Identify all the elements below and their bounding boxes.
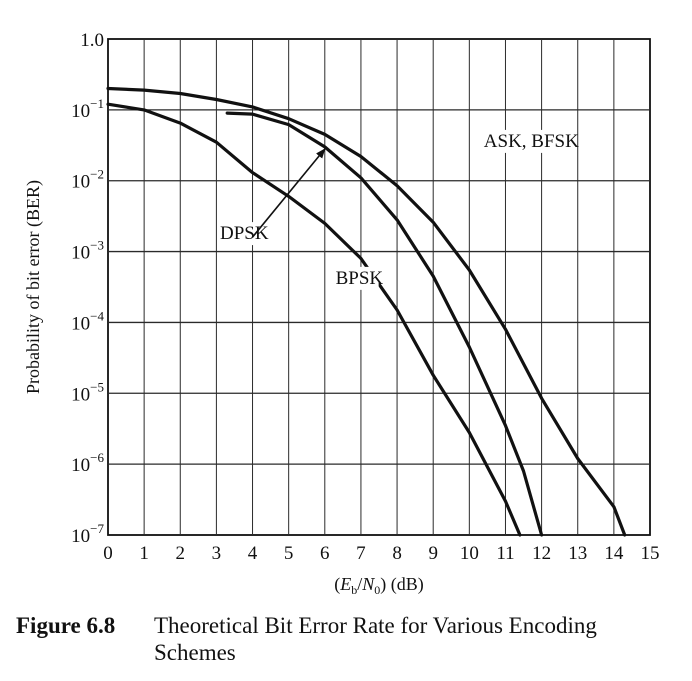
x-tick-label: 4 [248,543,258,564]
curves [106,86,627,537]
x-tick-label: 12 [532,543,551,564]
y-tick-labels: 1.0 10−1 10−2 10−3 10−4 10−5 10−6 10−7 [71,30,104,547]
x-axis-label: (Eb/N0) (dB) [334,574,424,597]
dpsk-arrow [251,148,326,238]
figure-caption: Figure 6.8 Theoretical Bit Error Rate for… [16,612,676,666]
figure-caption-text: Theoretical Bit Error Rate for Various E… [154,613,597,665]
y-axis-label: Probability of bit error (BER) [23,180,44,394]
y-tick-label: 10−3 [71,238,104,264]
series-label: BPSK [336,268,384,289]
x-tick-label: 7 [356,543,366,564]
annotation-bg [480,129,577,153]
annotation-bg [217,222,264,246]
grid [108,39,650,535]
y-tick-label: 1.0 [80,30,104,51]
annotation-bg [332,266,379,290]
series-line-bpsk [106,102,522,537]
y-tick-label: 10−6 [71,450,104,476]
series-line-ask-bfsk [106,86,627,537]
x-tick-label: 10 [460,543,479,564]
series-label: DPSK [220,223,269,244]
y-tick-label: 10−7 [71,521,104,547]
x-tick-label: 15 [641,543,660,564]
x-tick-label: 5 [284,543,294,564]
y-tick-label: 10−1 [71,96,104,122]
y-tick-label: 10−5 [71,379,104,405]
x-tick-label: 11 [496,543,514,564]
plot-frame [107,38,651,536]
y-tick-label: 10−4 [71,308,104,334]
x-tick-label: 0 [103,543,113,564]
annotations: ASK, BFSK DPSK BPSK [217,129,579,290]
x-tick-label: 6 [320,543,330,564]
series-line-dpsk [225,111,544,537]
x-tick-label: 2 [176,543,186,564]
x-tick-label: 1 [139,543,149,564]
y-tick-label: 10−2 [71,167,104,193]
x-tick-labels: 0 1 2 3 4 5 6 7 8 9 10 11 12 13 14 15 [103,543,659,564]
x-tick-label: 9 [428,543,438,564]
x-tick-label: 8 [392,543,402,564]
x-tick-label: 14 [604,543,624,564]
x-tick-label: 3 [212,543,222,564]
x-tick-label: 13 [568,543,587,564]
series-label: ASK, BFSK [484,131,579,152]
figure-number: Figure 6.8 [16,613,116,638]
